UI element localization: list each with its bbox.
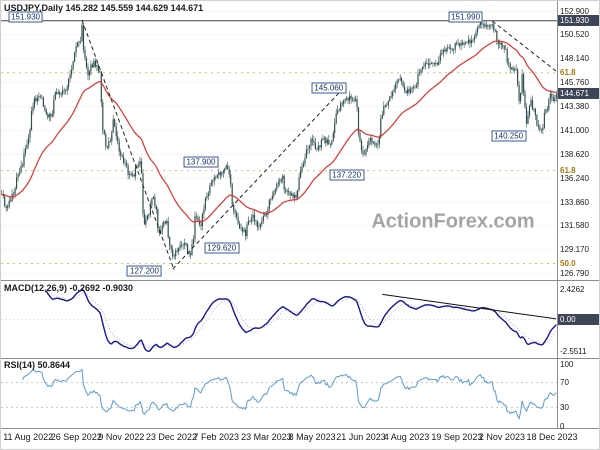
macd-indicator-label: MACD(12,26,9) -0.2692 -0.9030 (4, 283, 134, 293)
price-annotation[interactable]: 151.930 (8, 11, 43, 23)
chart-title: USDJPY,Daily 145.282 145.559 144.629 144… (4, 3, 204, 13)
price-annotation[interactable]: 137.220 (329, 169, 365, 181)
rsi-indicator-label: RSI(14) 50.8644 (4, 360, 71, 370)
price-annotation[interactable]: 140.250 (491, 130, 527, 142)
price-annotation[interactable]: 145.060 (311, 82, 347, 94)
price-annotation[interactable]: 137.900 (183, 156, 219, 168)
price-annotation[interactable]: 127.200 (126, 265, 162, 277)
watermark: ActionForex.com (371, 210, 535, 233)
price-annotation[interactable]: 151.990 (448, 11, 484, 23)
price-annotation[interactable]: 129.620 (204, 242, 240, 254)
